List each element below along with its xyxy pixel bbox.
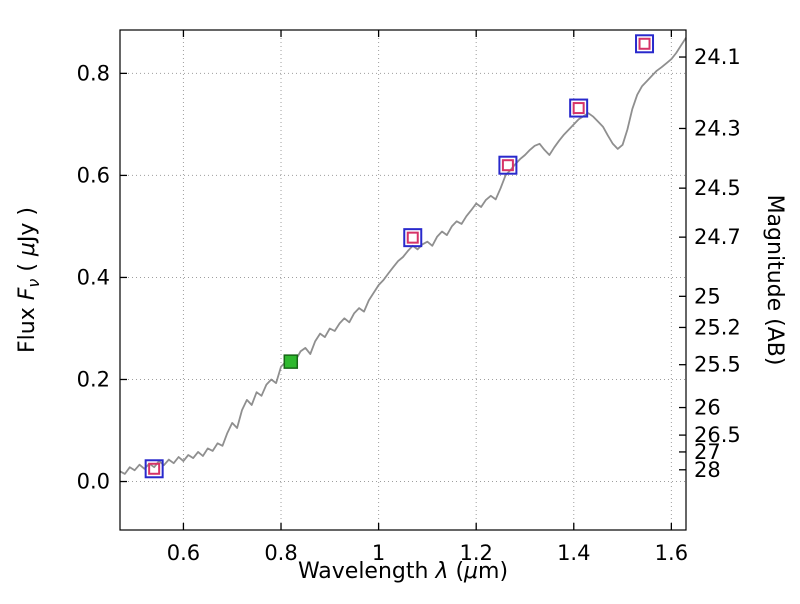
y-tick-label-left: 0.8 xyxy=(77,61,110,85)
x-tick-label: 0.6 xyxy=(167,541,200,565)
x-axis-label: Wavelength λ (μm) xyxy=(298,559,508,584)
y-tick-label-right: 24.3 xyxy=(694,116,741,140)
photometry-point-inner-square xyxy=(501,159,514,172)
photometry-point-inner-square xyxy=(148,462,161,475)
y-tick-label-left: 0.0 xyxy=(77,470,110,494)
tick-labels: 0.6 0.8 1 1.2 1.4 1.6 0.0 0.2 0.4 0.6 0.8 24.1 24.3 2… xyxy=(77,45,741,565)
x-tick-label: 0.8 xyxy=(264,541,297,565)
x-tick-label: 1 xyxy=(372,541,385,565)
y-axis-label-right: Magnitude (AB) xyxy=(762,195,787,366)
y-tick-label-right: 24.5 xyxy=(694,176,741,200)
photometry-point-outer-square xyxy=(498,155,518,175)
spectrum-line xyxy=(119,37,687,475)
y-tick-label-left: 0.4 xyxy=(77,265,110,289)
axes-frame xyxy=(119,29,687,531)
y-tick-label-right: 27 xyxy=(694,440,721,464)
y-tick-label-right: 28 xyxy=(694,458,721,482)
photometry-point-inner-square xyxy=(406,231,419,244)
y-tick-label-right: 25 xyxy=(694,284,721,308)
gridlines xyxy=(120,30,686,530)
photometry-point-outer-square xyxy=(403,228,423,248)
y-tick-label-left: 0.6 xyxy=(77,163,110,187)
y-tick-label-right: 26.5 xyxy=(694,423,741,447)
x-tick-label: 1.2 xyxy=(459,541,492,565)
x-tick-label: 1.6 xyxy=(655,541,688,565)
y-tick-label-left: 0.2 xyxy=(77,367,110,391)
y-tick-label-right: 24.1 xyxy=(694,45,741,69)
photometry-point-outer-square xyxy=(144,459,164,479)
spectrum-line-layer xyxy=(119,37,687,475)
y-tick-label-right: 25.5 xyxy=(694,353,741,377)
plot-frame xyxy=(119,29,687,531)
photometry-point-outer-square xyxy=(569,98,589,118)
tick-marks xyxy=(120,30,686,530)
photometry-point-inner-square xyxy=(638,37,651,50)
y-tick-label-right: 24.7 xyxy=(694,225,741,249)
y-axis-label-left: Flux Fν ( μJy ) xyxy=(15,207,43,353)
x-tick-label: 1.4 xyxy=(557,541,590,565)
photometry-point-outer-square xyxy=(635,34,655,54)
y-tick-label-right: 25.2 xyxy=(694,315,741,339)
photometry-point-green-square xyxy=(283,354,299,369)
photometry-point-inner-square xyxy=(572,102,585,115)
y-tick-label-right: 26 xyxy=(694,396,721,420)
photometry-layer xyxy=(144,34,655,479)
